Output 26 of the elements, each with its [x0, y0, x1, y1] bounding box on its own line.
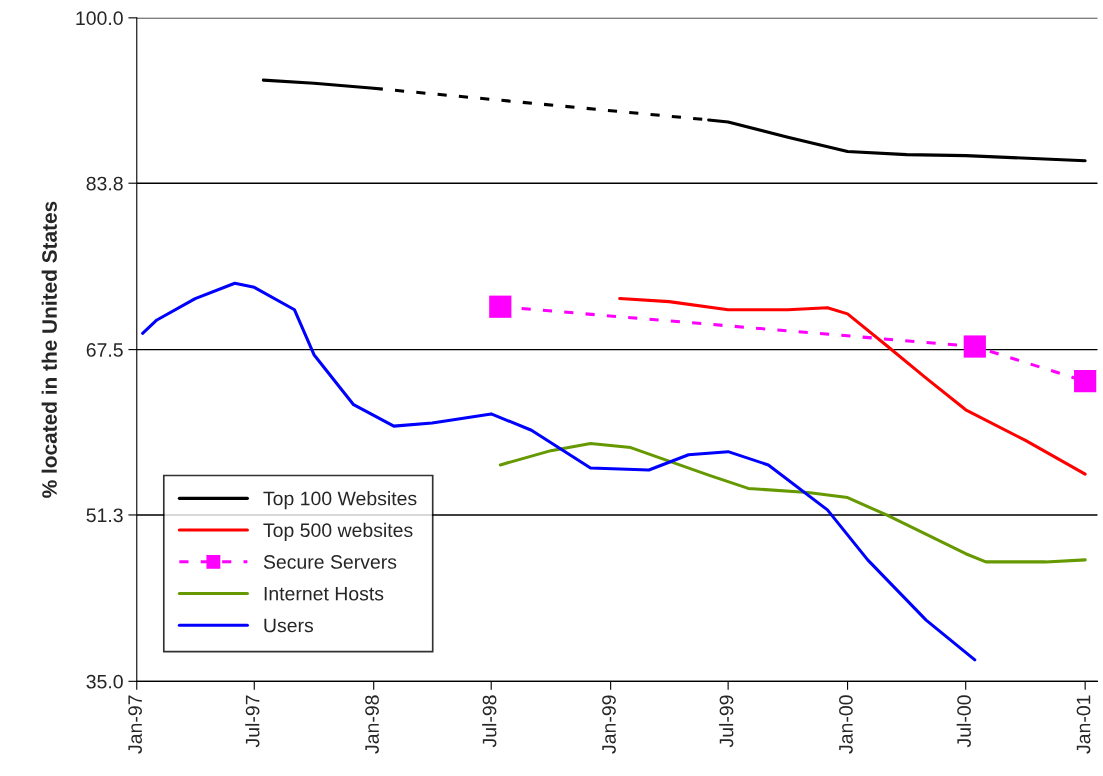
- x-tick-label: Jan-00: [839, 695, 853, 754]
- y-tick-label: 100.0: [76, 11, 123, 26]
- x-tick-label: Jul-00: [956, 695, 971, 748]
- x-tick-label: Jul-97: [245, 695, 260, 748]
- x-tick-label: Jan-01: [1076, 695, 1091, 754]
- x-tick-label: Jan-99: [602, 695, 616, 754]
- legend-label: Users: [264, 618, 314, 633]
- point: [489, 295, 512, 318]
- x-tick-label: Jul-99: [719, 695, 734, 748]
- line-series: [141, 281, 977, 662]
- y-tick-label: 83.8: [86, 176, 123, 191]
- y-axis-title: % located in the United States: [41, 201, 57, 498]
- y-tick-label: 67.5: [86, 343, 123, 357]
- legend-label: Top 500 websites: [263, 522, 413, 541]
- legend-label: Top 100 Websites: [263, 491, 417, 510]
- x-tick-label: Jan-97: [128, 695, 142, 754]
- y-tick-label: 51.3: [86, 508, 123, 523]
- y-tick-label: 35.0: [86, 674, 123, 689]
- point: [963, 335, 986, 358]
- x-tick-label: Jul-98: [482, 695, 497, 748]
- point: [1074, 370, 1097, 393]
- line-series: [498, 441, 1087, 564]
- line-series: [618, 297, 1087, 476]
- x-tick-label: Jan-98: [365, 695, 379, 754]
- legend-label: Internet Hosts: [264, 587, 384, 601]
- legend-label: Secure Servers: [263, 555, 397, 569]
